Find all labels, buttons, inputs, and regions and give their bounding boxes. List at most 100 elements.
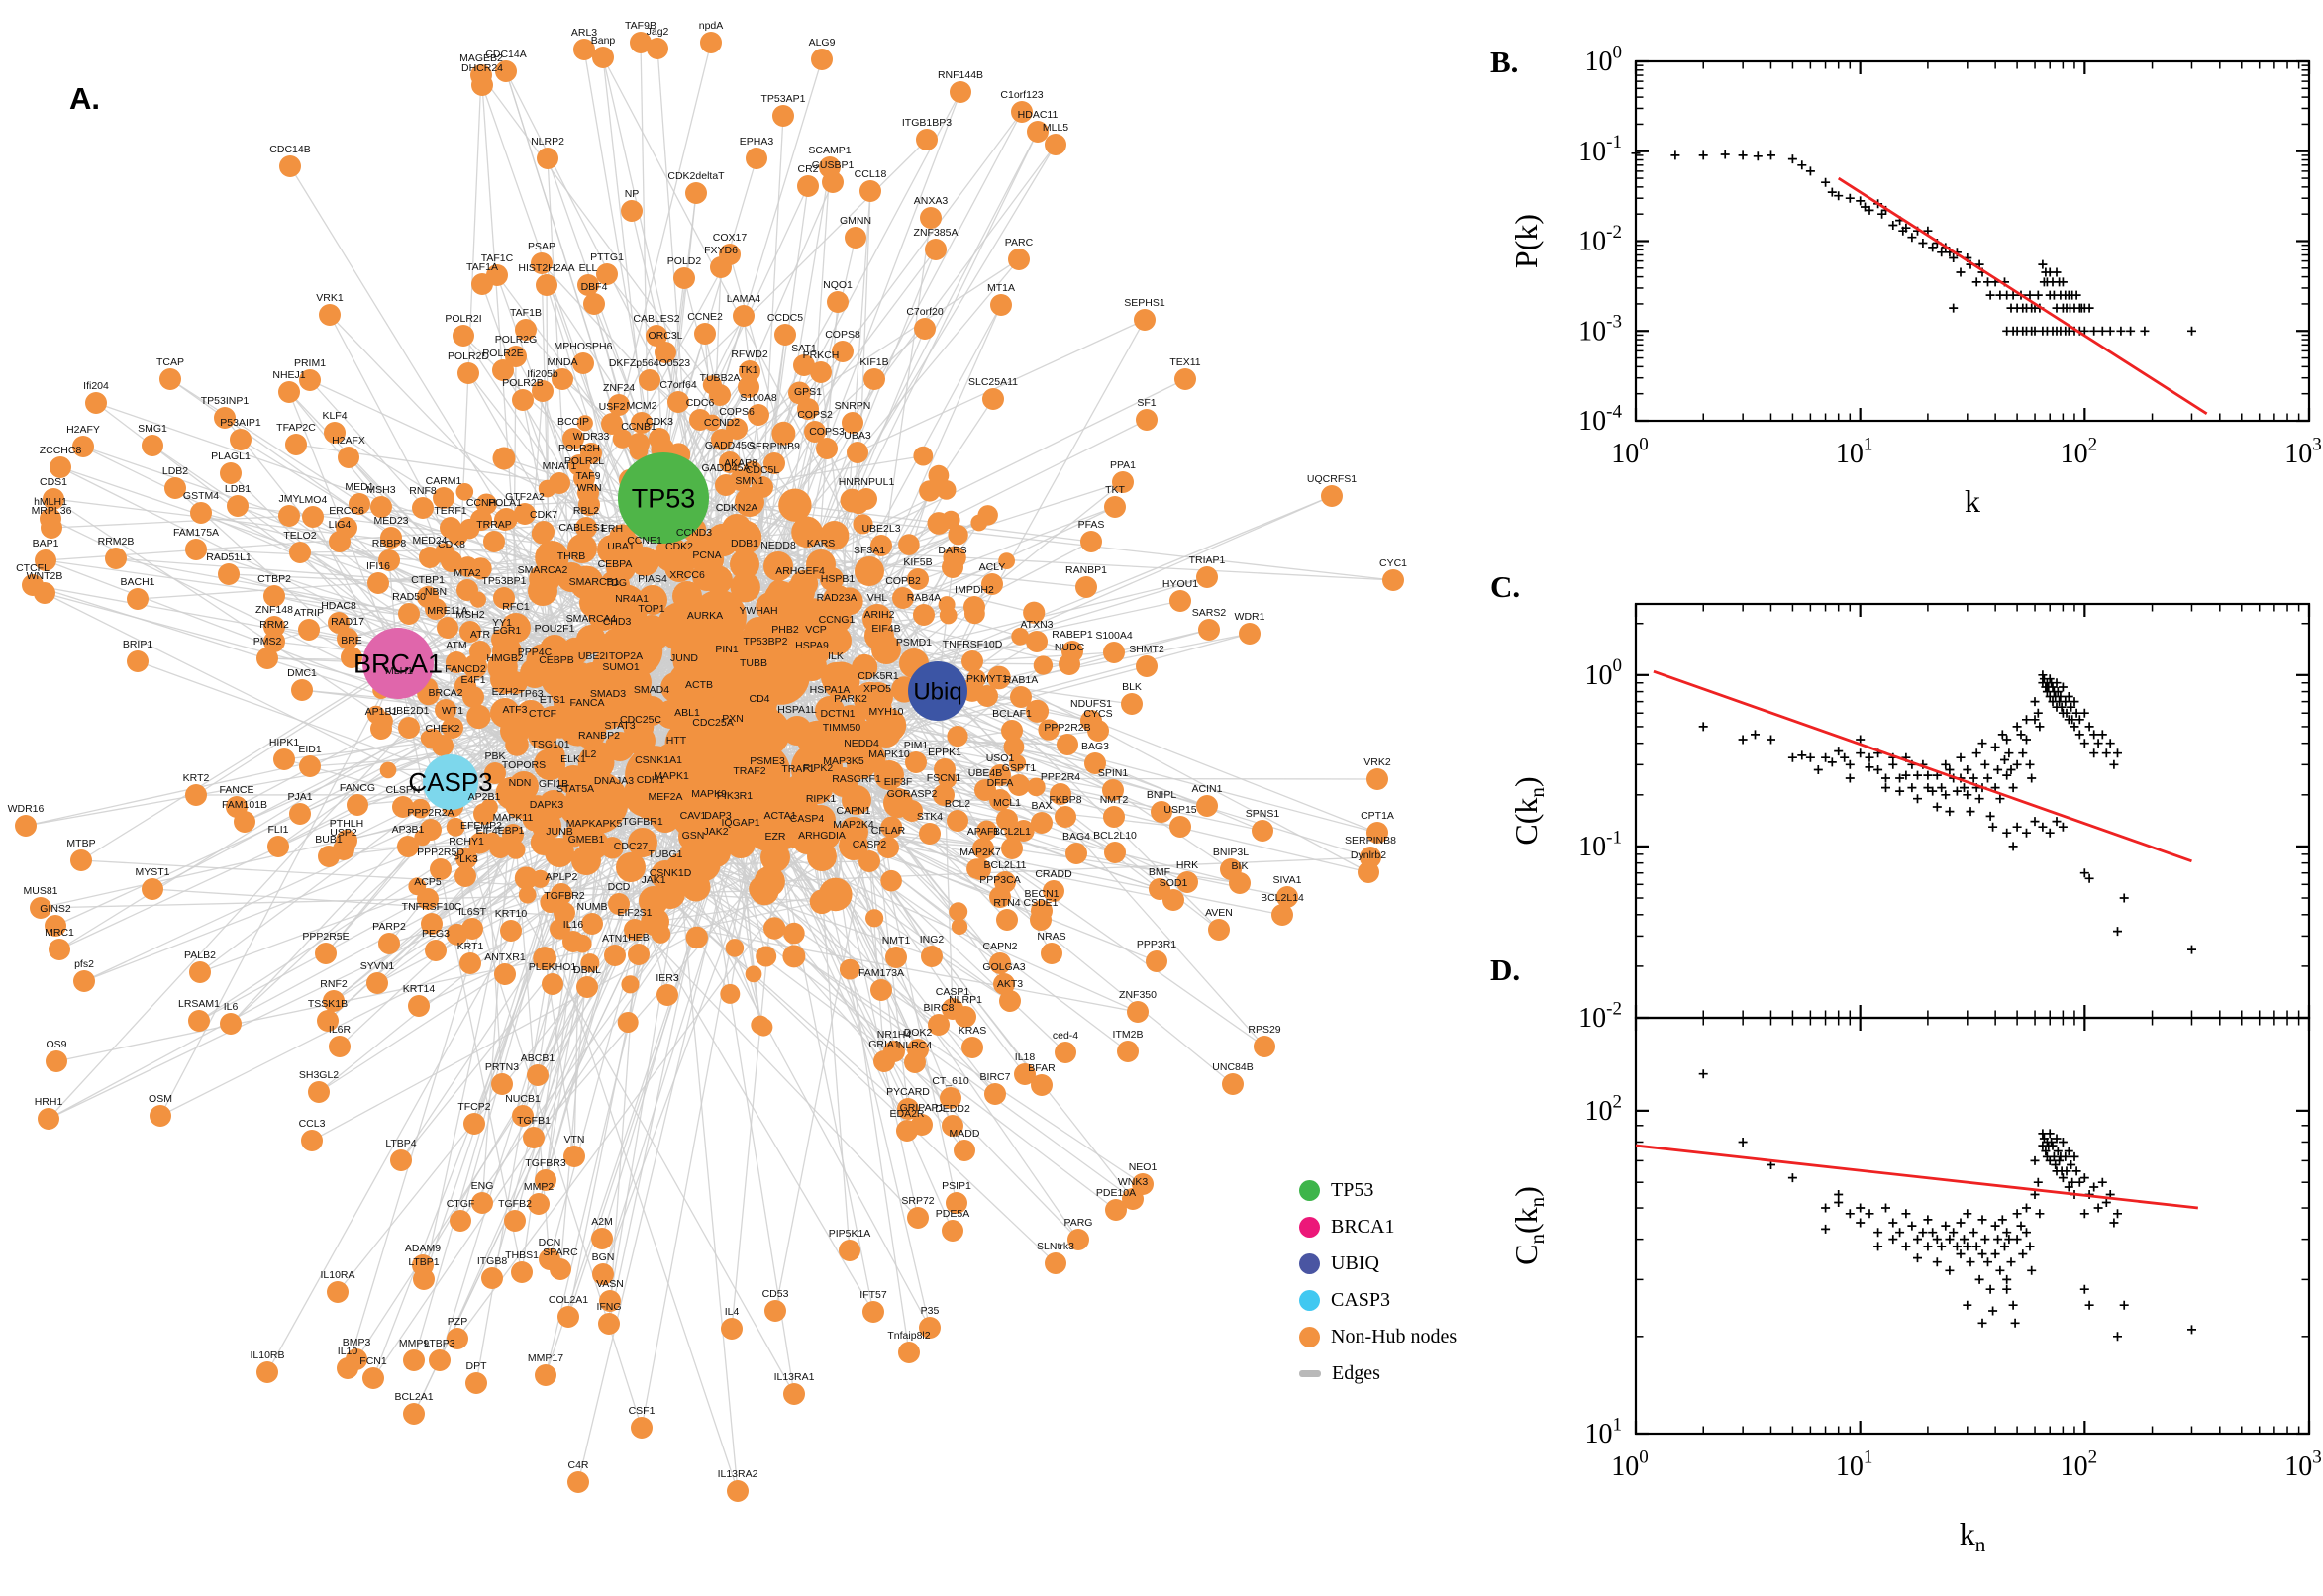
gene-label: BUB1 (315, 834, 343, 846)
hub-label: TP53 (632, 483, 696, 513)
non-hub-node (489, 837, 511, 858)
gene-label: CASP1 (936, 986, 970, 998)
gene-label: PARP2 (372, 921, 406, 933)
gene-label: FCN1 (359, 1355, 387, 1367)
gene-label: RBBP8 (372, 538, 407, 549)
gene-label: GPS1 (794, 386, 822, 398)
non-hub-node (727, 1480, 749, 1502)
non-hub-node (85, 392, 107, 414)
non-hub-node (982, 388, 1004, 410)
non-hub-node (450, 1210, 471, 1232)
non-hub-node (669, 664, 699, 694)
gene-label: TUBB (740, 657, 767, 669)
gene-label: SMARCB1 (569, 576, 620, 588)
gene-label: DMC1 (287, 667, 317, 679)
gene-label: CAV1 (680, 810, 707, 822)
gene-label: BECN1 (1024, 888, 1059, 900)
gene-label: CASP4 (790, 813, 825, 825)
non-hub-node (328, 612, 350, 634)
gene-label: XPO5 (863, 683, 891, 695)
gene-label: DCTN1 (820, 708, 855, 720)
svg-text:Cn​(kn​): Cn​(kn​) (1508, 1186, 1549, 1265)
gene-label: MYST1 (135, 866, 169, 878)
gene-label: CDC6 (686, 397, 715, 409)
non-hub-node (447, 1328, 468, 1349)
non-hub-node (859, 180, 881, 202)
gene-label: DCN (539, 1237, 561, 1248)
non-hub-node (528, 1193, 550, 1215)
non-hub-node (942, 1220, 963, 1242)
gene-label: RIPK1 (806, 793, 837, 805)
non-hub-node (1087, 720, 1109, 742)
non-hub-node (730, 549, 759, 579)
non-hub-node (639, 369, 660, 391)
axis-ticks (1634, 604, 2311, 1020)
non-hub-node (542, 973, 563, 995)
gene-label: COX17 (713, 232, 748, 244)
non-hub-node (598, 1313, 620, 1335)
gene-label: RAD51L1 (206, 551, 252, 563)
non-hub-node (535, 1169, 556, 1191)
non-hub-node (811, 49, 833, 70)
non-hub-node (324, 422, 346, 444)
non-hub-node (993, 973, 1015, 995)
gene-label: PPP3R1 (1137, 939, 1176, 950)
non-hub-node (263, 631, 285, 652)
non-hub-node (604, 945, 626, 966)
non-hub-node (1176, 871, 1198, 893)
non-hub-node (690, 622, 720, 651)
non-hub-node (462, 686, 484, 708)
non-hub-node (1134, 309, 1156, 331)
non-hub-node (492, 637, 522, 666)
non-hub-node (1012, 820, 1035, 842)
non-hub-node (954, 1140, 975, 1161)
non-hub-node (446, 651, 467, 673)
non-hub-node (398, 603, 420, 625)
gene-label: RCHY1 (449, 836, 484, 848)
gene-label: TP53AP1 (761, 93, 806, 105)
gene-label: GMNN (840, 215, 871, 227)
non-hub-node (913, 604, 935, 626)
gene-label: BCL2A1 (394, 1391, 433, 1403)
non-hub-node (592, 1263, 614, 1285)
non-hub-node (1008, 249, 1030, 270)
non-hub-node (592, 47, 614, 68)
gene-label: Banp (591, 35, 616, 47)
gene-label: VASN (596, 1278, 624, 1290)
gene-label: GTF2A2 (505, 491, 545, 503)
gene-label: YY1 (492, 617, 512, 629)
gene-label: GSN (682, 830, 705, 842)
non-hub-node (35, 549, 56, 571)
non-hub-node (842, 785, 871, 815)
non-hub-node (989, 886, 1011, 908)
non-hub-node (527, 1064, 549, 1086)
gene-label: CCNG1 (819, 614, 856, 626)
gene-label: TKT (1105, 484, 1125, 496)
gene-label: CDH1 (637, 774, 665, 786)
non-hub-node (1050, 783, 1071, 805)
gene-label: CEBPA (598, 558, 633, 570)
non-hub-node (898, 534, 920, 555)
gene-label: VRK2 (1364, 756, 1391, 768)
gene-label: hMLH1 (34, 496, 67, 508)
non-hub-node (1121, 693, 1143, 715)
svg-text:100: 100 (1585, 42, 1623, 77)
gene-label: SMAD3 (590, 688, 626, 700)
non-hub-node (1043, 880, 1064, 902)
gene-label: BAP1 (33, 538, 59, 549)
gene-label: CDK2deltaT (667, 170, 725, 182)
gene-label: FLI1 (267, 824, 288, 836)
non-hub-node (1103, 642, 1125, 663)
non-hub-node (756, 946, 777, 967)
non-hub-node (602, 628, 632, 657)
gene-label: ZNF24 (603, 382, 635, 394)
non-hub-node (341, 647, 362, 668)
non-hub-node (797, 175, 819, 197)
non-hub-node (694, 323, 716, 345)
gene-label: H2AFY (66, 424, 100, 436)
gene-label: BLK (1122, 681, 1142, 693)
non-hub-node (46, 1050, 67, 1072)
gene-label: RRM2 (259, 619, 289, 631)
